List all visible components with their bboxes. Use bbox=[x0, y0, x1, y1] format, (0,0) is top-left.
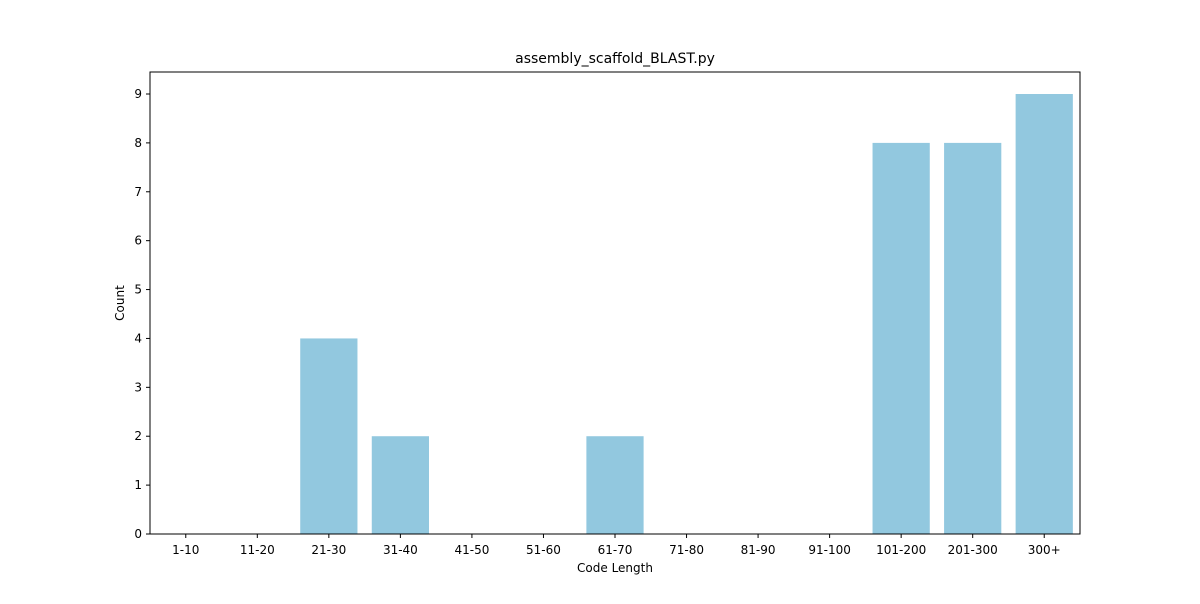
bar-31-40 bbox=[371, 436, 429, 534]
x-tick-label: 51-60 bbox=[526, 543, 561, 557]
bars-layer bbox=[300, 94, 1073, 534]
y-axis-label: Count bbox=[113, 285, 127, 321]
x-tick-label: 41-50 bbox=[454, 543, 489, 557]
y-tick-label: 7 bbox=[134, 185, 142, 199]
y-tick-label: 9 bbox=[134, 87, 142, 101]
x-tick-label: 101-200 bbox=[876, 543, 926, 557]
bar-61-70 bbox=[586, 436, 644, 534]
y-tick-label: 4 bbox=[134, 331, 142, 345]
chart-title: assembly_scaffold_BLAST.py bbox=[515, 51, 715, 67]
y-tick-label: 1 bbox=[134, 478, 142, 492]
x-tick-label: 61-70 bbox=[598, 543, 633, 557]
bar-201-300 bbox=[944, 142, 1002, 534]
bar-21-30 bbox=[300, 338, 358, 534]
x-tick-label: 21-30 bbox=[311, 543, 346, 557]
y-tick-label: 6 bbox=[134, 234, 142, 248]
x-axis: 1-10 11-20 21-30 31-40 41-50 51-60 61-70 71-80 8… bbox=[172, 534, 1061, 557]
x-tick-label: 300+ bbox=[1028, 543, 1061, 557]
x-tick-label: 81-90 bbox=[741, 543, 776, 557]
plot-frame bbox=[149, 71, 1081, 535]
y-tick-label: 2 bbox=[134, 429, 142, 443]
x-tick-label: 91-100 bbox=[808, 543, 851, 557]
y-tick-label: 0 bbox=[134, 527, 142, 541]
bar-300+ bbox=[1015, 94, 1073, 534]
x-axis-label: Code Length bbox=[577, 561, 653, 575]
y-axis: 0 1 2 3 4 5 6 7 8 9 bbox=[134, 87, 150, 541]
x-tick-label: 201-300 bbox=[948, 543, 998, 557]
x-tick-label: 11-20 bbox=[240, 543, 275, 557]
x-tick-label: 71-80 bbox=[669, 543, 704, 557]
y-tick-label: 3 bbox=[134, 380, 142, 394]
bar-101-200 bbox=[872, 142, 930, 534]
y-tick-label: 5 bbox=[134, 283, 142, 297]
x-tick-label: 31-40 bbox=[383, 543, 418, 557]
x-tick-label: 1-10 bbox=[172, 543, 199, 557]
y-tick-label: 8 bbox=[134, 136, 142, 150]
